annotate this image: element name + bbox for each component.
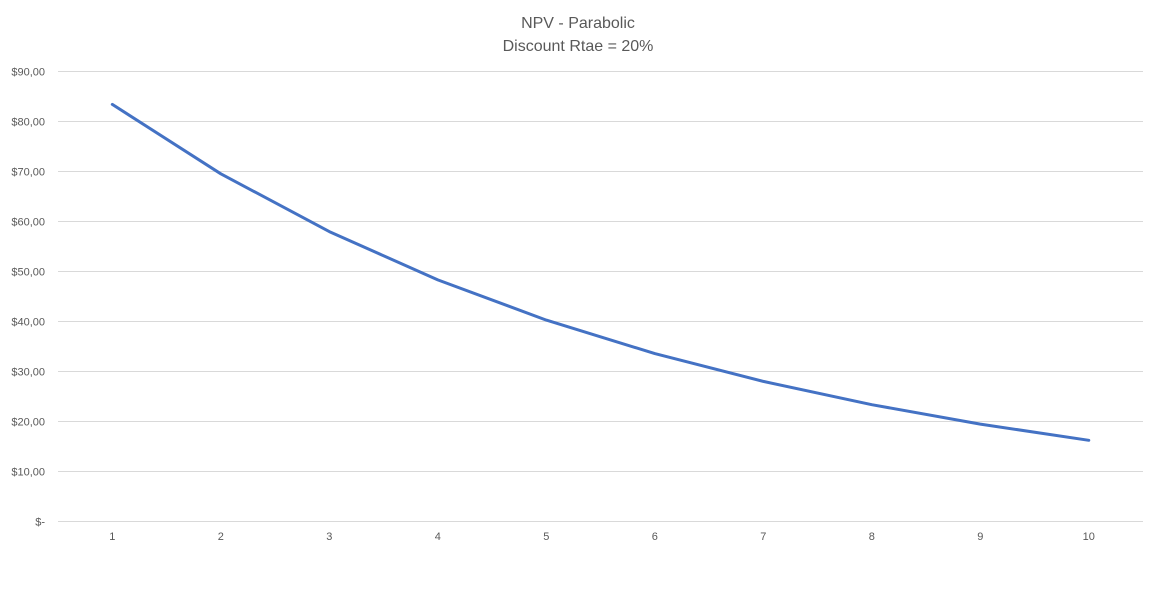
x-tick-label: 8 [869,531,875,543]
y-tick-label: $60,00 [11,217,45,229]
y-axis-tick-labels: $- $10,00 $20,00 $30,00 $40,00 $50,00 $60,00 $7… [11,67,45,529]
y-tick-label: $90,00 [11,67,45,79]
x-tick-label: 3 [326,531,332,543]
x-tick-label: 1 [109,531,115,543]
y-tick-label: $50,00 [11,267,45,279]
x-tick-label: 2 [218,531,224,543]
series-line [110,102,1091,442]
x-tick-label: 7 [760,531,766,543]
y-tick-label: $10,00 [11,467,45,479]
y-tick-label: $80,00 [11,117,45,129]
x-tick-label: 6 [652,531,658,543]
x-tick-label: 9 [977,531,983,543]
gridlines [58,71,1143,522]
y-tick-label: $- [35,517,45,529]
y-tick-label: $70,00 [11,167,45,179]
y-tick-label: $40,00 [11,317,45,329]
x-tick-label: 4 [435,531,441,543]
chart-subtitle: Discount Rtae = 20% [503,38,654,55]
x-axis-tick-labels: 1 2 3 4 5 6 7 8 9 10 [109,531,1095,543]
x-tick-label: 5 [543,531,549,543]
y-tick-label: $20,00 [11,417,45,429]
series-lines [110,102,1091,442]
x-tick-label: 10 [1083,531,1095,543]
chart-title: NPV - Parabolic [521,15,635,32]
y-tick-label: $30,00 [11,367,45,379]
